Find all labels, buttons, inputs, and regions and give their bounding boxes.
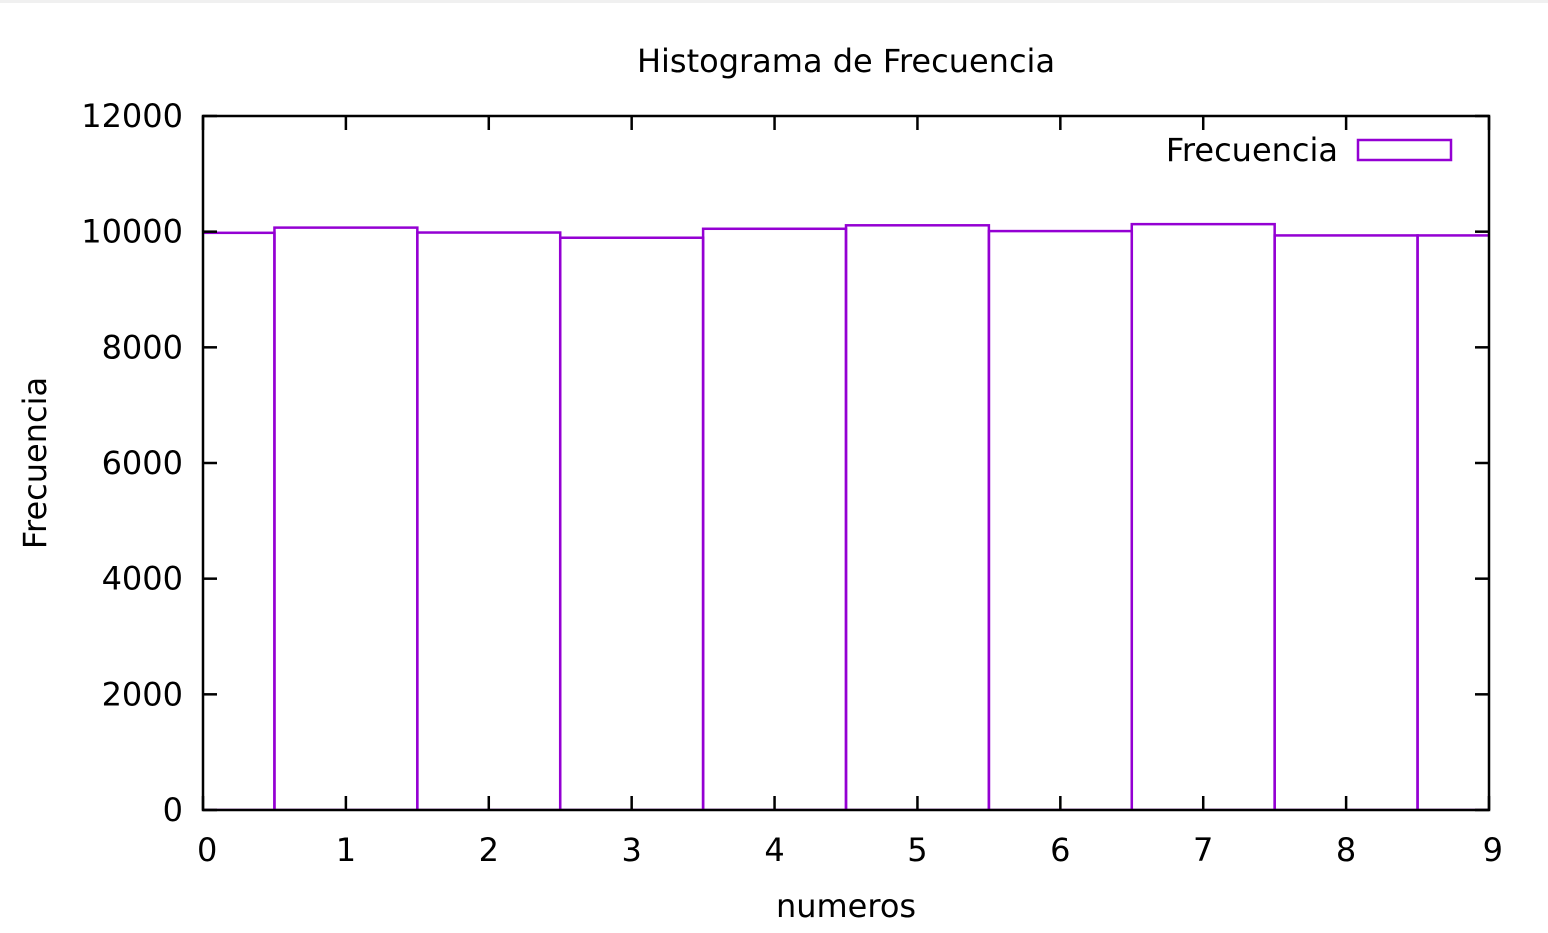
- x-tick-label-6: 6: [1050, 831, 1070, 869]
- x-tick-label-5: 5: [907, 831, 927, 869]
- histogram-bar-1: [273, 226, 419, 810]
- histogram-bar-6: [987, 229, 1134, 810]
- x-tick-label-1: 1: [336, 831, 356, 869]
- histogram-bar-7: [1130, 222, 1276, 810]
- x-tick-label-0: 0: [197, 831, 217, 869]
- y-tick-label-6000: 6000: [102, 444, 183, 482]
- x-tick-label-8: 8: [1336, 831, 1356, 869]
- histogram-bar-9: [1416, 234, 1489, 810]
- y-tick-label-2000: 2000: [102, 675, 183, 713]
- x-tick-label-2: 2: [479, 831, 499, 869]
- y-tick-label-12000: 12000: [81, 97, 183, 135]
- top-border: [0, 0, 1548, 3]
- bars-group: [203, 222, 1489, 810]
- histogram-bar-3: [558, 236, 705, 810]
- chart-title: Histograma de Frecuencia: [637, 42, 1055, 80]
- ticks-group: [201, 114, 1491, 812]
- x-axis-label: numeros: [776, 887, 916, 925]
- legend: Frecuencia: [1166, 131, 1453, 169]
- plot-frame: [201, 114, 1491, 812]
- x-tick-label-9: 9: [1483, 831, 1503, 869]
- y-tick-label-0: 0: [163, 791, 183, 829]
- histogram-bar-2: [416, 231, 562, 810]
- x-tick-label-4: 4: [764, 831, 784, 869]
- histogram-bar-5: [844, 224, 991, 810]
- y-tick-label-4000: 4000: [102, 560, 183, 598]
- x-tick-label-3: 3: [621, 831, 641, 869]
- y-axis-label: Frecuencia: [16, 377, 54, 549]
- y-tick-label-8000: 8000: [102, 328, 183, 366]
- tick-labels-group: 0 1 2 3 4 5 6 7 8 9 0 2000 4000 6000 8000 10000 12000: [81, 97, 1503, 869]
- histogram-bar-8: [1273, 234, 1419, 810]
- legend-label: Frecuencia: [1166, 131, 1338, 169]
- legend-swatch: [1356, 138, 1453, 162]
- x-tick-label-7: 7: [1193, 831, 1213, 869]
- histogram-bar-4: [701, 227, 848, 810]
- y-tick-label-10000: 10000: [81, 213, 183, 251]
